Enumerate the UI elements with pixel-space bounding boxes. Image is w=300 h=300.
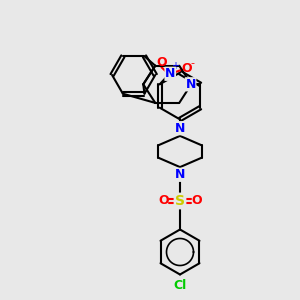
Text: N: N (175, 168, 185, 181)
Text: N: N (185, 78, 196, 91)
Text: +: + (171, 61, 179, 71)
Text: S: S (175, 194, 185, 208)
Text: O: O (182, 62, 192, 75)
Text: O: O (156, 56, 166, 69)
Text: O: O (158, 194, 169, 208)
Text: N: N (175, 122, 185, 135)
Text: -: - (191, 58, 195, 68)
Text: Cl: Cl (173, 279, 187, 292)
Text: O: O (191, 194, 202, 208)
Text: N: N (165, 67, 175, 80)
